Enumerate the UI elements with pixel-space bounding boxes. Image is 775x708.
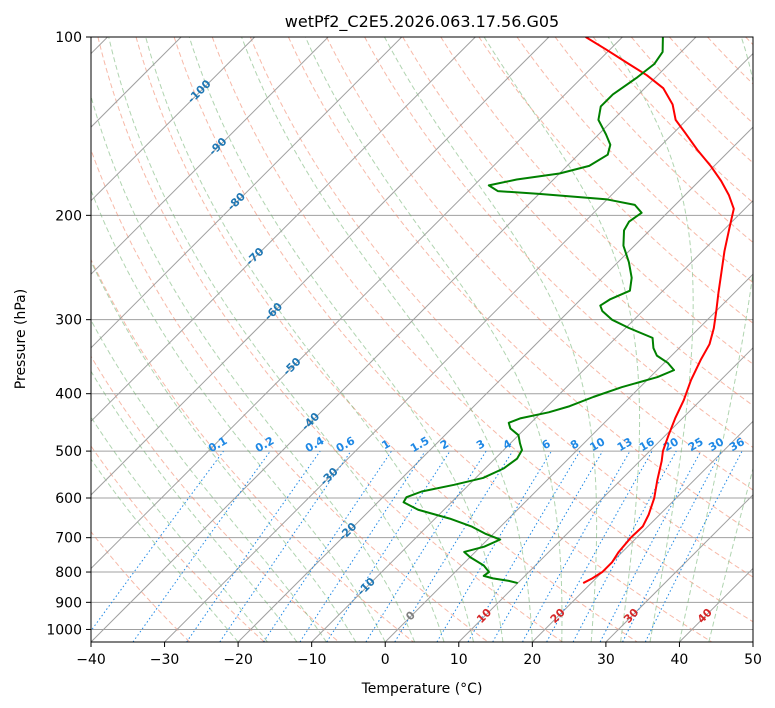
mixing-ratio-line — [91, 450, 224, 632]
mixing-ratio-line — [326, 450, 451, 642]
temperature-profile-line — [582, 37, 735, 584]
mixing-ratio-line — [263, 450, 392, 642]
plot-area: -100-90-80-70-60-50-40-30-20-100 10 20 30 40… — [91, 37, 753, 642]
dewpoint-profile-line — [402, 37, 676, 585]
dry-adiabat-line — [91, 355, 340, 642]
x-tick-label: −40 — [76, 652, 106, 668]
isotherm-line — [91, 37, 623, 570]
skewed-isotherms — [91, 37, 753, 642]
mixing-ratio-lines — [91, 450, 743, 642]
mixing-ratio-line — [219, 450, 352, 642]
dry-adiabat-line — [516, 37, 753, 284]
isotherm-line — [311, 199, 753, 642]
x-tick-label: 50 — [744, 652, 762, 668]
dry-adiabat-line — [249, 37, 753, 578]
dry-adiabat-line — [173, 37, 713, 642]
mixing-ratio-line — [522, 450, 631, 642]
y-tick-label: 200 — [55, 208, 82, 224]
x-axis: −40 −30 −20 −10 0 10 20 30 40 50 — [76, 642, 762, 668]
moist-adiabat-line — [188, 37, 504, 642]
mixing-ratio-line — [394, 450, 514, 642]
moist-adiabat-line — [91, 319, 327, 642]
y-tick-label: 100 — [55, 30, 82, 46]
isotherm-line — [384, 273, 753, 642]
moist-adiabat-line — [607, 37, 694, 642]
isotherm-line — [237, 126, 753, 642]
x-tick-label: 10 — [450, 652, 468, 668]
isotherm-line — [605, 494, 753, 642]
dry-adiabat-line — [91, 258, 414, 642]
isotherm-line — [91, 37, 256, 202]
dry-adiabat-line — [91, 531, 191, 642]
mixing-ratio-line — [299, 450, 426, 642]
moist-adiabat-line — [678, 37, 753, 642]
mixing-ratio-line — [546, 450, 653, 642]
y-tick-label: 700 — [55, 531, 82, 547]
x-tick-label: 40 — [671, 652, 689, 668]
x-tick-label: −20 — [223, 652, 253, 668]
y-tick-label: 500 — [55, 444, 82, 460]
y-tick-label: 900 — [55, 595, 82, 611]
y-tick-label: 800 — [55, 565, 82, 581]
dry-adiabat-line — [211, 37, 753, 623]
moist-adiabat-line — [91, 416, 268, 642]
x-tick-label: 0 — [381, 652, 390, 668]
mixing-ratio-line — [132, 450, 271, 642]
isotherm-line — [91, 37, 476, 423]
x-tick-label: −10 — [297, 652, 327, 668]
isotherm-line — [531, 420, 753, 642]
mixing-ratio-line — [186, 450, 321, 642]
dry-adiabat-line — [91, 148, 489, 642]
isobar-gridlines — [91, 37, 753, 630]
x-axis-label: Temperature (°C) — [361, 681, 483, 697]
y-tick-label: 1000 — [46, 622, 82, 638]
dry-adiabat-line — [91, 445, 265, 642]
dry-adiabat-line — [402, 37, 753, 407]
moist-adiabat-line — [304, 37, 563, 642]
moist-adiabat-line — [708, 466, 753, 642]
moist-adiabat-line — [145, 37, 474, 642]
dry-adiabat-line — [364, 37, 753, 449]
dry-adiabat-line — [478, 37, 753, 324]
plot-frame — [90, 36, 754, 643]
isotherm-line — [91, 37, 329, 275]
moist-adiabat-line — [91, 188, 386, 642]
y-tick-label: 400 — [55, 387, 82, 403]
x-tick-label: 30 — [597, 652, 615, 668]
isotherm-line — [164, 52, 753, 642]
mixing-ratio-line — [572, 450, 677, 642]
isotherm-line — [91, 37, 403, 349]
moist-adiabat-line — [483, 37, 641, 642]
dry-adiabat-line — [135, 37, 638, 642]
moist-adiabat-line — [384, 37, 598, 642]
x-tick-label: −30 — [150, 652, 180, 668]
moist-adiabats — [91, 37, 753, 642]
isotherm-line — [91, 37, 697, 642]
chart-title: wetPf2_C2E5.2026.063.17.56.G05 — [285, 12, 559, 32]
dry-adiabat-line — [97, 37, 563, 642]
y-tick-label: 300 — [55, 313, 82, 329]
y-tick-label: 600 — [55, 491, 82, 507]
moist-adiabat-line — [91, 458, 239, 642]
mixing-ratio-line — [644, 450, 743, 642]
y-axis: 100 200 300 400 500 600 700 800 900 1000 — [46, 30, 91, 638]
y-axis-label: Pressure (hPa) — [13, 289, 29, 389]
moist-adiabat-line — [108, 37, 445, 642]
dry-adiabat-line — [440, 37, 753, 365]
x-tick-label: 20 — [523, 652, 541, 668]
profile-lines — [402, 37, 735, 585]
isotherm-line — [91, 37, 550, 496]
dry-adiabats — [91, 37, 753, 642]
moist-adiabat-line — [91, 260, 357, 642]
moist-adiabat-line — [241, 37, 533, 642]
isotherm-line — [458, 347, 753, 642]
